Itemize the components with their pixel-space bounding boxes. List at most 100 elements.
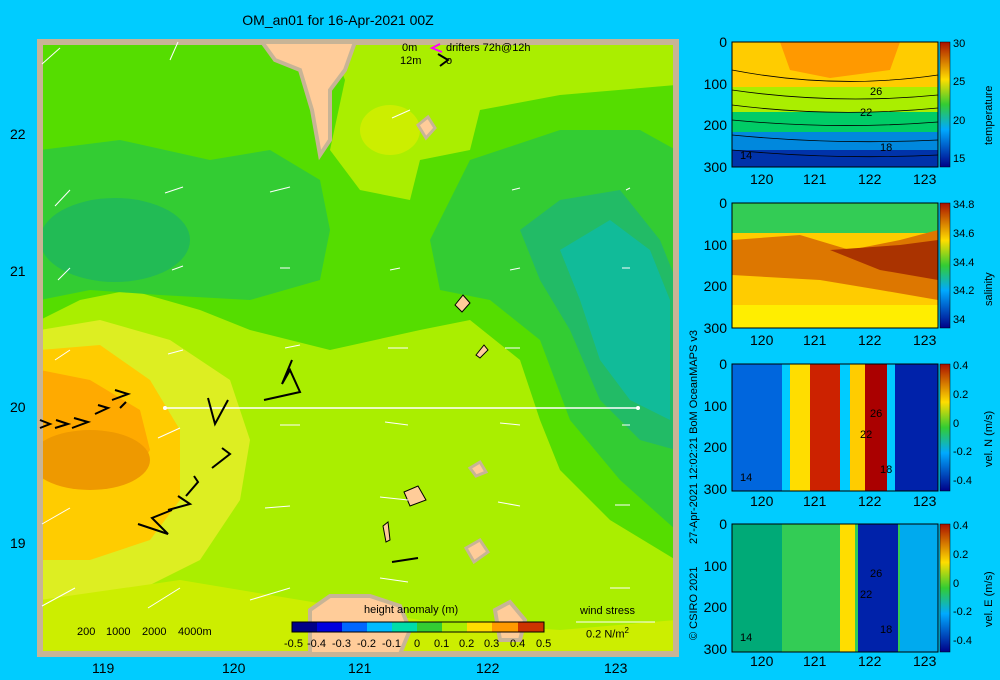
- panel-y-tick: 0: [719, 34, 727, 50]
- depth-legend-1000: 1000: [106, 626, 131, 638]
- panel-x-tick: 120: [750, 171, 774, 187]
- contour-label: 18: [880, 624, 893, 636]
- panel-y-tick: 100: [703, 397, 727, 414]
- panel-cbar-tick: 34.8: [953, 199, 975, 211]
- lon-tick: 122: [476, 660, 500, 676]
- contour-label: 22: [860, 107, 873, 119]
- wind-stress-scale: 0.2 N/m2: [586, 626, 629, 641]
- panel-cbar-tick: 34.6: [953, 227, 975, 240]
- panel-name: vel. E (m/s): [983, 570, 995, 627]
- panel-cbar-tick: -0.2: [953, 606, 972, 619]
- chart-title: OM_an01 for 16-Apr-2021 00Z: [242, 12, 434, 28]
- lon-tick: 121: [348, 660, 372, 676]
- panel-x-tick: 121: [803, 171, 827, 187]
- panel-cbar-tick: 0: [953, 417, 960, 430]
- drifter-legend-marker: [429, 43, 450, 67]
- depth-legend-200: 200: [77, 626, 96, 638]
- contour-label: 14: [740, 150, 753, 162]
- panel-y-tick: 0: [719, 516, 727, 532]
- contour-label: 26: [870, 568, 883, 580]
- panel-cbar-tick: 20: [953, 114, 966, 127]
- contour-label: 18: [880, 464, 893, 476]
- panel-x-tick: 120: [750, 332, 774, 348]
- colorbar-tick: -0.4: [307, 638, 326, 650]
- panel-cbar-tick: 0.2: [953, 548, 969, 561]
- depth-legend-4000m: 4000m: [178, 626, 212, 638]
- drifter-legend-0m: 0m: [402, 42, 418, 54]
- panel-y-tick: 300: [703, 481, 727, 497]
- panel-cbar-tick: 0.2: [953, 388, 969, 401]
- panel-y-tick: 100: [703, 557, 727, 574]
- colorbar-tick: -0.2: [357, 638, 376, 650]
- panel-x-tick: 123: [913, 332, 937, 348]
- lat-tick: 21: [10, 263, 26, 279]
- lon-tick: 123: [604, 660, 628, 676]
- depth-legend-2000: 2000: [142, 626, 167, 638]
- panel-vel-e: [731, 523, 939, 653]
- panel-y-tick: 300: [703, 641, 727, 657]
- panel-y-tick: 100: [703, 75, 727, 92]
- wind-stress-label: wind stress: [580, 605, 636, 617]
- contour-label: 14: [740, 472, 753, 484]
- panel-y-tick: 300: [703, 320, 727, 336]
- panel-x-tick: 123: [913, 171, 937, 187]
- panel-y-tick: 300: [703, 159, 727, 175]
- colorbar-title: height anomaly (m): [364, 604, 459, 616]
- colorbar-tick: 0.1: [434, 638, 450, 650]
- panel-y-tick: 0: [719, 195, 727, 211]
- drifter-legend-12m: 12m: [400, 55, 422, 67]
- contour-label: 22: [860, 589, 873, 601]
- panel-x-tick: 122: [858, 653, 882, 669]
- contour-label: 22: [860, 429, 873, 441]
- colorbar-tick: -0.5: [284, 638, 303, 650]
- panel-cbar-tick: 34.2: [953, 285, 975, 298]
- panel-y-tick: 200: [703, 117, 727, 134]
- colorbar-tick: 0: [414, 638, 421, 650]
- panel-cbar-tick: 34.4: [953, 256, 975, 269]
- panel-temperature: [731, 41, 950, 168]
- panel-cbar-tick: 25: [953, 76, 966, 89]
- panel-y-tick: 200: [703, 599, 727, 616]
- panel-cbar-tick: 0.4: [953, 360, 969, 372]
- colorbar-tick: 0.4: [510, 638, 526, 650]
- wind-stress-arrows: [41, 41, 631, 609]
- colorbar-tick: 0.3: [484, 638, 500, 650]
- panel-x-tick: 121: [803, 493, 827, 509]
- panel-x-tick: 123: [913, 493, 937, 509]
- panel-x-tick: 121: [803, 653, 827, 669]
- panel-cbar-tick: 30: [953, 38, 966, 50]
- panel-x-tick: 122: [858, 332, 882, 348]
- panel-cbar-tick: -0.2: [953, 446, 972, 459]
- colorbar-tick: -0.3: [332, 638, 351, 650]
- panel-cbar-tick: 15: [953, 153, 966, 165]
- lon-tick: 119: [92, 660, 115, 676]
- lon-tick: 120: [222, 660, 246, 676]
- panel-x-tick: 120: [750, 653, 774, 669]
- panel-x-tick: 122: [858, 171, 882, 187]
- panel-name: salinity: [983, 271, 995, 306]
- panel-y-tick: 200: [703, 439, 727, 456]
- panel-x-tick: 123: [913, 653, 937, 669]
- contour-label: 14: [740, 632, 753, 644]
- colorbar-tick: 0.2: [459, 638, 475, 650]
- panel-cbar-tick: -0.4: [953, 635, 972, 647]
- lat-tick: 20: [10, 399, 26, 415]
- contour-label: 26: [870, 408, 883, 420]
- panel-x-tick: 122: [858, 493, 882, 509]
- panel-cbar-tick: 34: [953, 314, 966, 326]
- contour-label: 18: [880, 142, 893, 154]
- panel-name: temperature: [983, 85, 995, 145]
- panel-cbar-tick: 0.4: [953, 520, 969, 532]
- panel-cbar-tick: 0: [953, 577, 960, 590]
- drifter-legend-label: drifters 72h@12h: [446, 42, 531, 54]
- panel-salinity: [731, 202, 939, 329]
- drifter-tracks: [39, 359, 419, 563]
- panel-y-tick: 100: [703, 236, 727, 253]
- lat-tick: 19: [10, 535, 26, 551]
- lat-tick: 22: [10, 126, 26, 142]
- drifter-legend-o: o: [446, 55, 453, 67]
- panel-vel-n: [731, 363, 939, 492]
- colorbar-tick: -0.1: [382, 638, 401, 650]
- panel-name: vel. N (m/s): [983, 410, 995, 467]
